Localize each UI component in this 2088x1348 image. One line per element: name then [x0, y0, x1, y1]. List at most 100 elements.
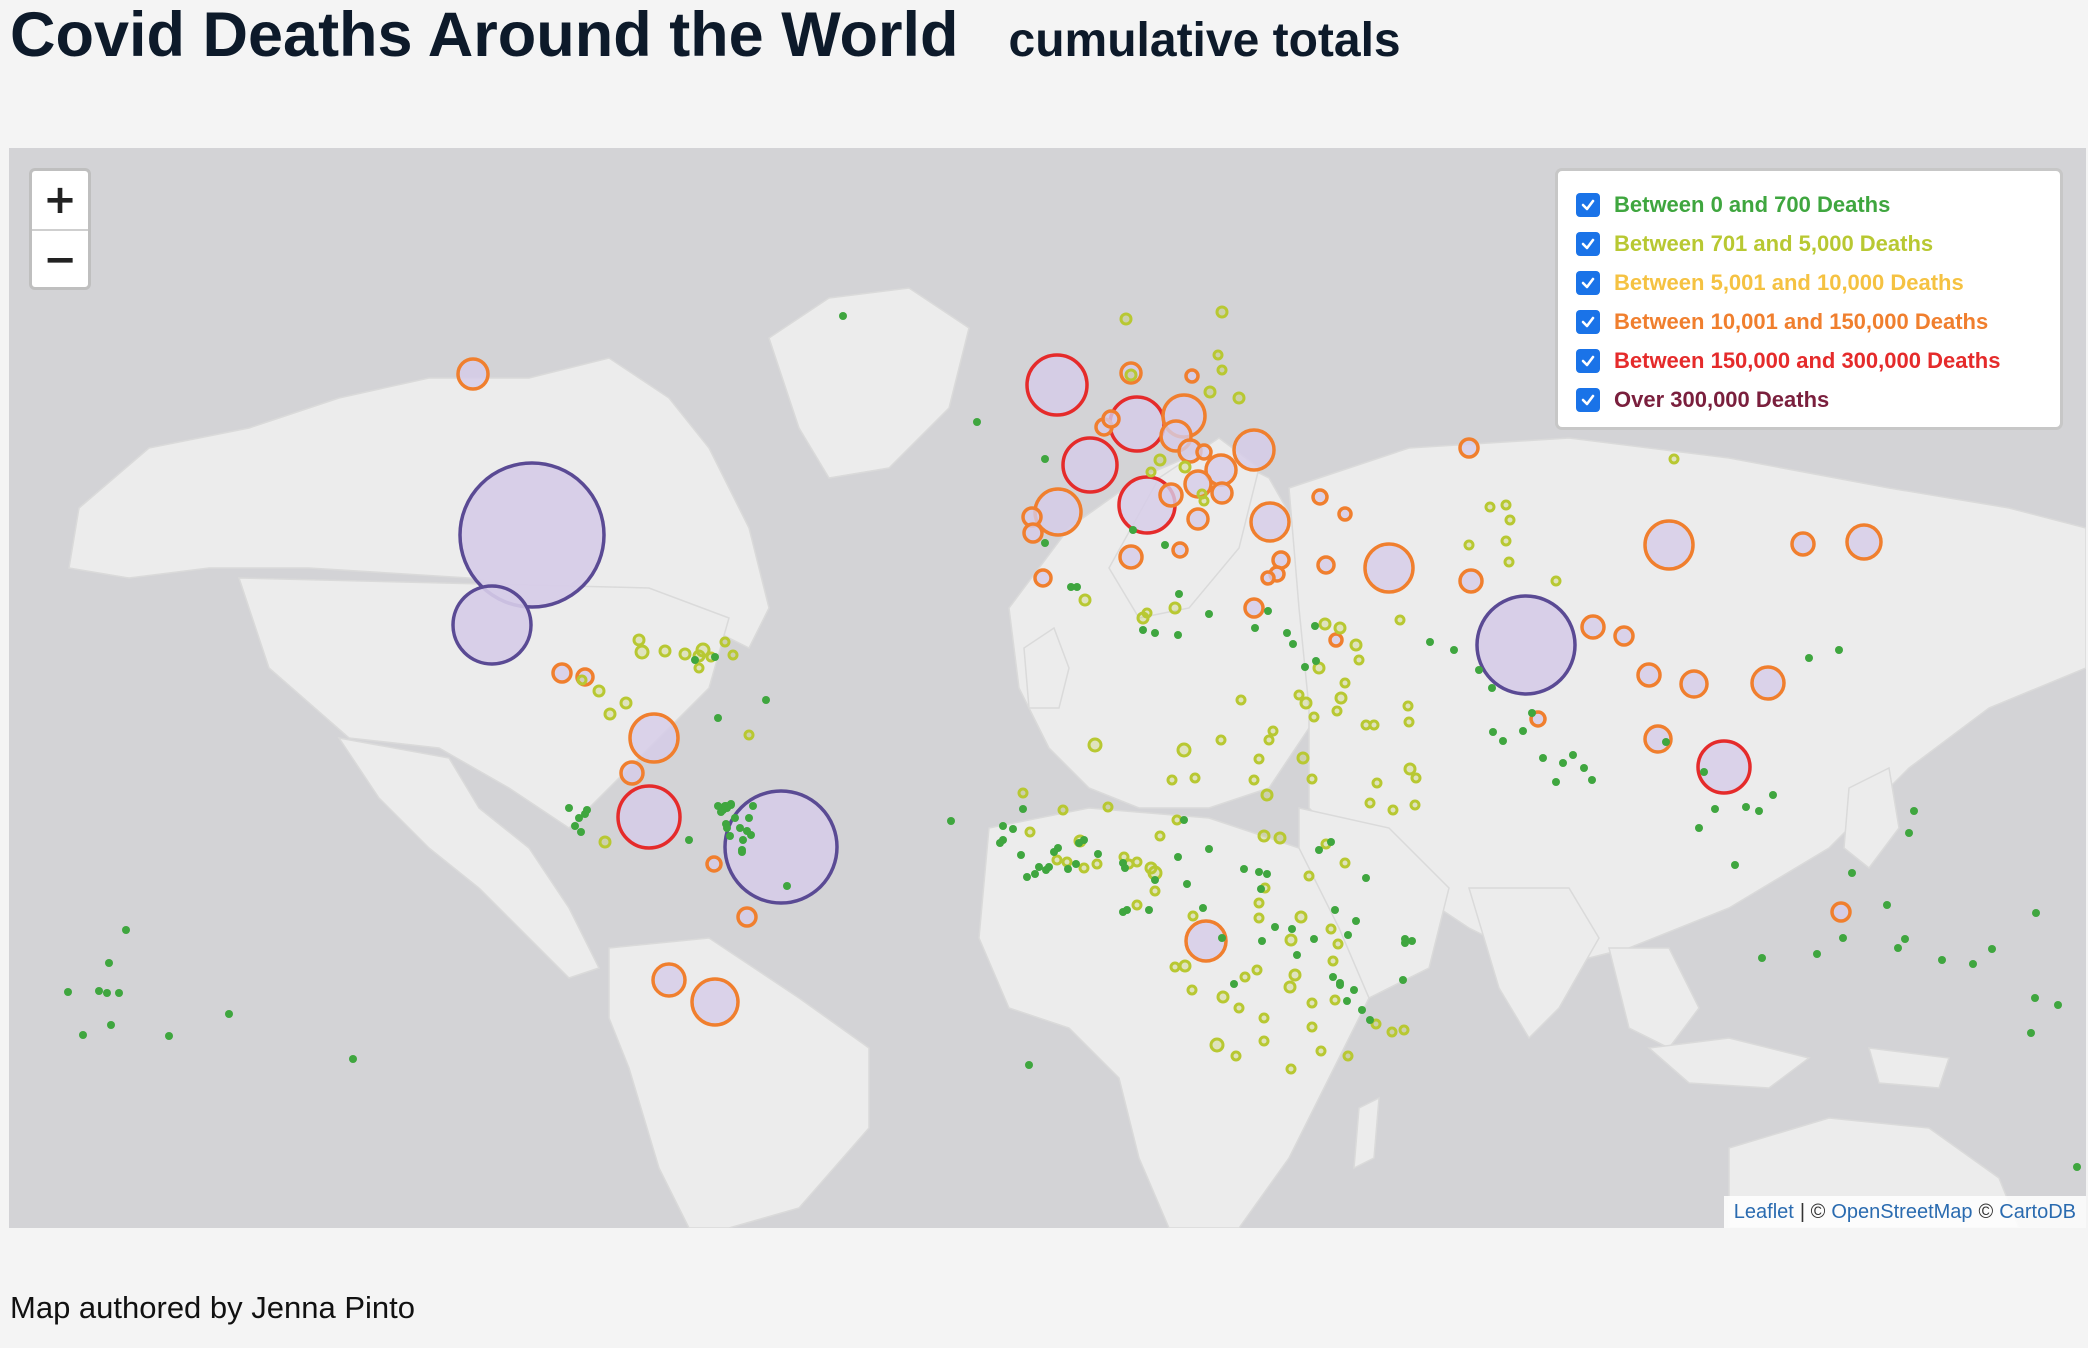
- country-marker[interactable]: [1845, 523, 1883, 561]
- country-marker[interactable]: [1742, 803, 1750, 811]
- country-marker[interactable]: [1695, 824, 1703, 832]
- country-marker[interactable]: [577, 828, 585, 836]
- country-marker[interactable]: [1180, 816, 1188, 824]
- country-marker[interactable]: [1371, 777, 1383, 789]
- country-marker[interactable]: [1216, 990, 1230, 1004]
- country-marker[interactable]: [1118, 544, 1144, 570]
- country-marker[interactable]: [1186, 984, 1198, 996]
- country-marker[interactable]: [1910, 807, 1918, 815]
- country-marker[interactable]: [1145, 906, 1153, 914]
- country-marker[interactable]: [1894, 944, 1902, 952]
- country-marker[interactable]: [1271, 923, 1279, 931]
- country-marker[interactable]: [1458, 437, 1480, 459]
- country-marker[interactable]: [1154, 830, 1166, 842]
- country-marker[interactable]: [1901, 935, 1909, 943]
- country-marker[interactable]: [1243, 597, 1265, 619]
- country-marker[interactable]: [1131, 856, 1143, 868]
- country-marker[interactable]: [1790, 531, 1816, 557]
- country-marker[interactable]: [738, 848, 746, 856]
- country-marker[interactable]: [1310, 935, 1318, 943]
- country-marker[interactable]: [1253, 897, 1265, 909]
- country-marker[interactable]: [1178, 959, 1192, 973]
- country-marker[interactable]: [1588, 776, 1596, 784]
- country-marker[interactable]: [1484, 501, 1496, 513]
- checkbox-icon[interactable]: [1576, 192, 1600, 217]
- country-marker[interactable]: [714, 802, 722, 810]
- country-marker[interactable]: [1329, 973, 1337, 981]
- country-marker[interactable]: [592, 684, 606, 698]
- country-marker[interactable]: [1041, 455, 1049, 463]
- country-marker[interactable]: [165, 1032, 173, 1040]
- country-marker[interactable]: [1370, 1018, 1382, 1030]
- country-marker[interactable]: [1035, 863, 1043, 871]
- country-marker[interactable]: [1212, 349, 1224, 361]
- country-marker[interactable]: [1024, 826, 1036, 838]
- country-marker[interactable]: [1210, 481, 1234, 505]
- country-marker[interactable]: [1178, 460, 1192, 474]
- country-marker[interactable]: [576, 674, 588, 686]
- country-marker[interactable]: [736, 906, 758, 928]
- country-marker[interactable]: [575, 814, 583, 822]
- country-marker[interactable]: [1124, 368, 1138, 382]
- country-marker[interactable]: [691, 656, 699, 664]
- country-marker[interactable]: [1327, 838, 1335, 846]
- country-marker[interactable]: [1123, 906, 1131, 914]
- country-marker[interactable]: [717, 808, 725, 816]
- country-marker[interactable]: [598, 835, 612, 849]
- country-marker[interactable]: [1017, 787, 1029, 799]
- country-marker[interactable]: [1258, 1035, 1270, 1047]
- country-marker[interactable]: [1368, 719, 1380, 731]
- country-marker[interactable]: [1403, 716, 1415, 728]
- country-marker[interactable]: [1184, 368, 1200, 384]
- country-marker[interactable]: [1041, 539, 1049, 547]
- country-marker[interactable]: [1306, 773, 1318, 785]
- country-marker[interactable]: [1312, 657, 1320, 665]
- country-marker[interactable]: [1232, 391, 1246, 405]
- country-marker[interactable]: [1168, 601, 1182, 615]
- country-marker[interactable]: [1264, 607, 1272, 615]
- country-marker[interactable]: [1315, 846, 1323, 854]
- country-marker[interactable]: [743, 827, 751, 835]
- country-marker[interactable]: [1267, 725, 1279, 737]
- legend-row-5001-10000[interactable]: Between 5,001 and 10,000 Deaths: [1576, 263, 2042, 302]
- country-marker[interactable]: [1325, 923, 1337, 935]
- country-marker[interactable]: [1199, 904, 1207, 912]
- leaflet-link[interactable]: Leaflet: [1733, 1200, 1794, 1223]
- country-marker[interactable]: [1129, 526, 1137, 534]
- country-marker[interactable]: [458, 461, 606, 609]
- country-marker[interactable]: [1174, 853, 1182, 861]
- country-marker[interactable]: [1263, 734, 1275, 746]
- country-marker[interactable]: [726, 832, 734, 840]
- country-marker[interactable]: [1121, 864, 1129, 872]
- country-marker[interactable]: [1232, 428, 1276, 472]
- cartodb-link[interactable]: CartoDB: [1999, 1200, 2076, 1223]
- country-marker[interactable]: [783, 882, 791, 890]
- country-marker[interactable]: [1257, 829, 1271, 843]
- country-marker[interactable]: [1288, 925, 1296, 933]
- country-marker[interactable]: [581, 810, 589, 818]
- country-marker[interactable]: [1403, 762, 1417, 776]
- country-marker[interactable]: [1045, 863, 1053, 871]
- country-marker[interactable]: [1198, 495, 1210, 507]
- country-marker[interactable]: [1316, 555, 1336, 575]
- country-marker[interactable]: [1251, 964, 1263, 976]
- country-marker[interactable]: [1067, 583, 1075, 591]
- country-marker[interactable]: [1528, 709, 1536, 717]
- country-marker[interactable]: [1009, 825, 1017, 833]
- country-marker[interactable]: [1087, 737, 1103, 753]
- country-marker[interactable]: [1700, 768, 1708, 776]
- country-marker[interactable]: [1350, 986, 1358, 994]
- country-marker[interactable]: [1235, 694, 1247, 706]
- country-marker[interactable]: [1051, 854, 1063, 866]
- country-marker[interactable]: [619, 696, 633, 710]
- country-marker[interactable]: [723, 789, 839, 905]
- country-marker[interactable]: [349, 1055, 357, 1063]
- country-marker[interactable]: [1131, 899, 1143, 911]
- country-marker[interactable]: [762, 696, 770, 704]
- country-marker[interactable]: [1061, 436, 1119, 494]
- country-marker[interactable]: [1580, 614, 1606, 640]
- legend-row-0-700[interactable]: Between 0 and 700 Deaths: [1576, 185, 2042, 224]
- country-marker[interactable]: [1171, 541, 1189, 559]
- country-marker[interactable]: [1830, 901, 1852, 923]
- country-marker[interactable]: [603, 707, 617, 721]
